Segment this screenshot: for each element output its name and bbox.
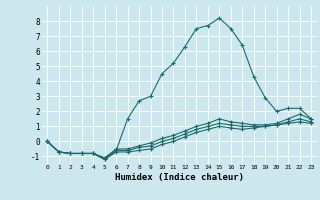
X-axis label: Humidex (Indice chaleur): Humidex (Indice chaleur): [115, 173, 244, 182]
